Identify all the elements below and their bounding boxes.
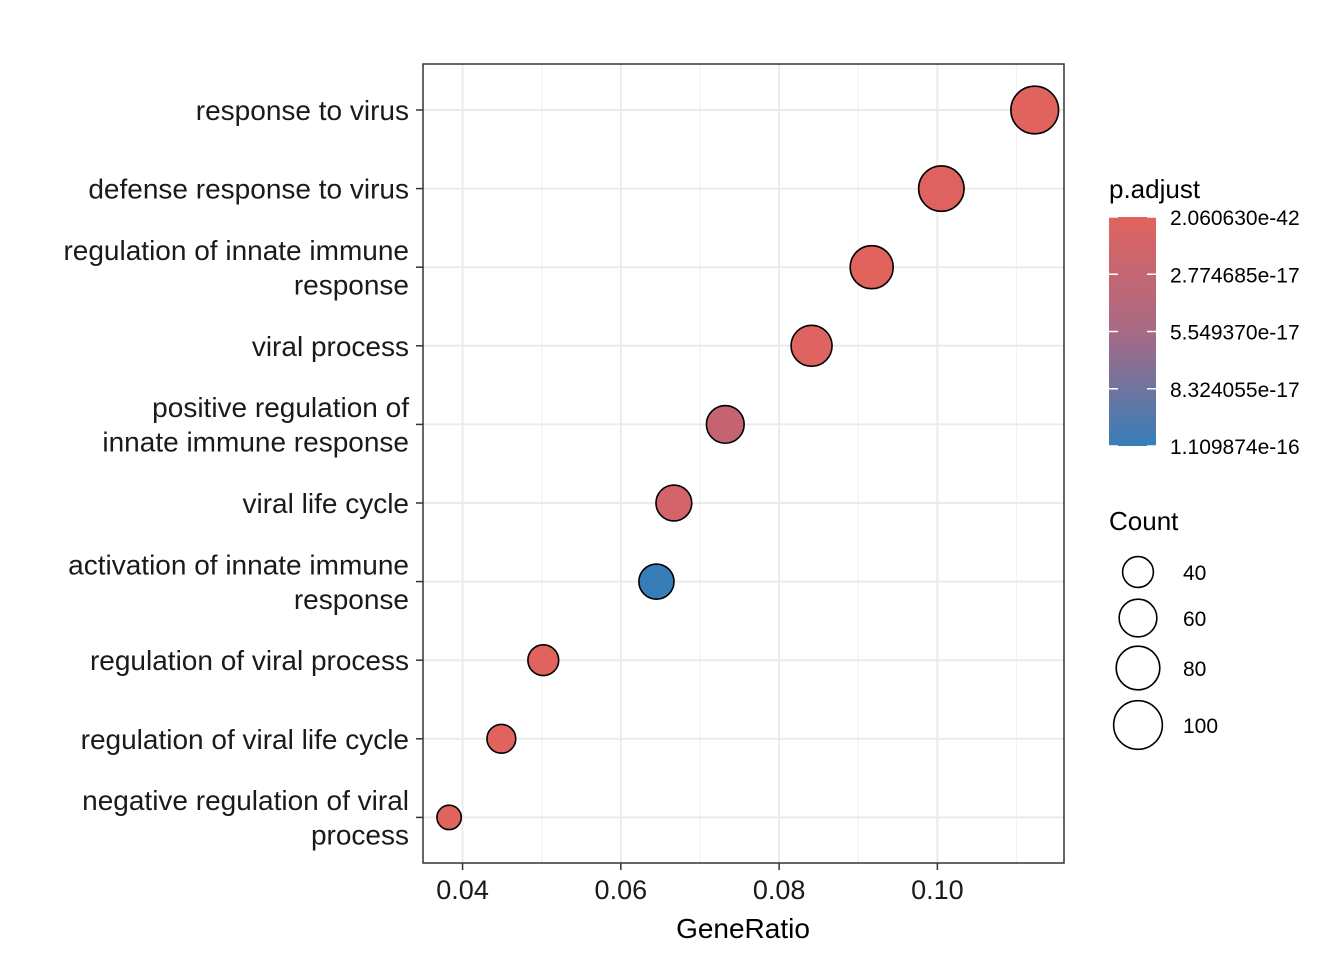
color-legend: p.adjust 2.060630e-42 2.774685e-17 5.54937… <box>1109 174 1300 459</box>
x-tick-label: 0.04 <box>436 875 489 905</box>
y-tick-label-line: viral process <box>252 331 409 362</box>
y-tick-label-line: regulation of innate immune <box>63 235 409 266</box>
data-point <box>486 723 517 755</box>
y-tick-label: response to virus <box>196 95 409 126</box>
x-axis: 0.04 0.06 0.08 0.10 <box>436 863 964 905</box>
size-legend-label: 100 <box>1183 715 1218 738</box>
data-point <box>790 324 833 368</box>
y-axis: response to virus defense response to vir… <box>63 95 423 851</box>
y-tick-label-line: innate immune response <box>102 427 409 458</box>
y-tick-label: regulation of viral life cycle <box>81 724 409 755</box>
size-legend: Count 40 60 80 100 <box>1109 506 1218 751</box>
grid-lines <box>423 64 1064 863</box>
size-legend-circle <box>1112 699 1164 751</box>
y-tick-label-line: process <box>311 820 409 851</box>
data-point <box>849 244 895 290</box>
y-tick-label: viral process <box>252 331 409 362</box>
size-legend-label: 40 <box>1183 562 1206 585</box>
y-tick-label-line: regulation of viral process <box>90 645 409 676</box>
y-tick-label: activation of innate immune response <box>68 549 409 615</box>
y-tick-label: positive regulation of innate immune resp… <box>102 392 409 458</box>
size-legend-circle <box>1118 598 1158 638</box>
y-tick-label: regulation of innate immune response <box>63 235 409 301</box>
color-bar-label: 2.060630e-42 <box>1170 207 1300 230</box>
y-tick-label-line: activation of innate immune <box>68 549 409 580</box>
y-tick-label-line: response <box>294 584 409 615</box>
y-tick-label-line: response to virus <box>196 95 409 126</box>
size-legend-items: 40 60 80 100 <box>1112 555 1218 751</box>
data-point <box>655 484 693 522</box>
y-tick-label-line: defense response to virus <box>88 174 409 205</box>
plot-panel-border <box>422 63 1065 864</box>
data-point <box>705 404 745 445</box>
size-legend-circle <box>1121 555 1155 589</box>
y-tick-label-line: positive regulation of <box>152 392 409 423</box>
data-point <box>917 165 965 213</box>
y-tick-label: defense response to virus <box>88 174 409 205</box>
data-point <box>436 804 463 831</box>
y-tick-label: regulation of viral process <box>90 645 409 676</box>
x-tick-label: 0.10 <box>911 875 964 905</box>
data-points <box>436 85 1060 831</box>
color-bar-label: 1.109874e-16 <box>1170 436 1300 459</box>
size-legend-circle <box>1115 645 1161 691</box>
color-bar-label: 5.549370e-17 <box>1170 322 1300 345</box>
data-point <box>638 563 675 600</box>
size-legend-label: 60 <box>1183 608 1206 631</box>
y-tick-label: viral life cycle <box>243 488 409 519</box>
data-point <box>527 643 560 677</box>
size-legend-title: Count <box>1109 506 1179 536</box>
y-tick-label: negative regulation of viral process <box>82 785 409 851</box>
color-bar-label: 8.324055e-17 <box>1170 379 1300 402</box>
color-bar-label: 2.774685e-17 <box>1170 264 1300 287</box>
y-tick-label-line: viral life cycle <box>243 488 409 519</box>
color-legend-title: p.adjust <box>1109 174 1201 204</box>
size-legend-label: 80 <box>1183 658 1206 681</box>
y-tick-label-line: regulation of viral life cycle <box>81 724 409 755</box>
y-tick-label-line: response <box>294 269 409 300</box>
color-bar-ticks: 2.060630e-42 2.774685e-17 5.549370e-17 8.32… <box>1109 207 1300 459</box>
x-tick-label: 0.08 <box>753 875 806 905</box>
data-point <box>1010 85 1060 135</box>
x-axis-title: GeneRatio <box>676 913 810 944</box>
x-tick-label: 0.06 <box>595 875 648 905</box>
y-tick-label-line: negative regulation of viral <box>82 785 409 816</box>
